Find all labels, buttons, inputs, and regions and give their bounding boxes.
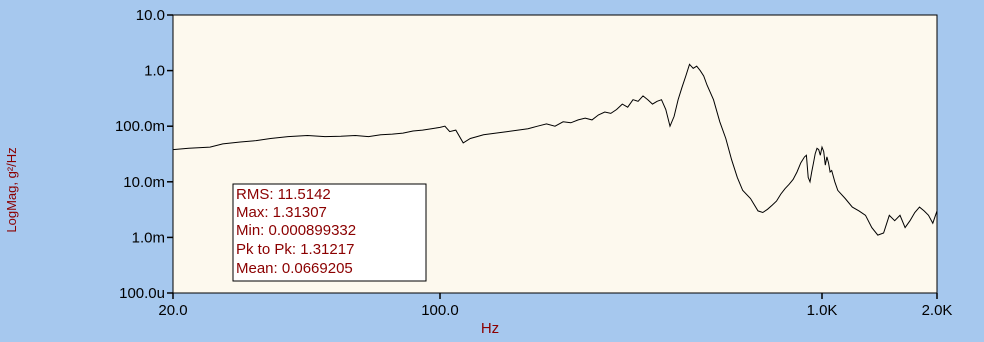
- stats-pk-to-pk: Pk to Pk: 1.31217: [236, 241, 354, 258]
- y-tick-label: 1.0m: [132, 229, 165, 246]
- x-tick-label: 100.0: [421, 302, 459, 319]
- y-tick-label: 100.0m: [115, 118, 165, 135]
- y-axis-label: LogMag, g²/Hz: [4, 147, 19, 232]
- stats-box: RMS: 11.5142 Max: 1.31307 Min: 0.0008993…: [232, 183, 427, 282]
- x-tick-label: 1.0K: [807, 302, 838, 319]
- y-tick-label: 100.0u: [119, 285, 165, 302]
- stats-box-frame: [232, 183, 427, 282]
- x-tick-label: 20.0: [158, 302, 187, 319]
- x-tick-label: 2.0K: [922, 302, 953, 319]
- x-axis: 20.0 100.0 1.0K 2.0K: [158, 293, 952, 319]
- x-axis-label: Hz: [481, 320, 499, 337]
- stats-rms: RMS: 11.5142: [236, 186, 331, 203]
- y-tick-label: 1.0: [144, 63, 165, 80]
- y-axis: 100.0u 1.0m 10.0m 100.0m 1.0 10.0: [115, 7, 173, 302]
- series-line: [172, 63, 938, 236]
- stats-mean: Mean: 0.0669205: [236, 260, 353, 277]
- stats-max: Max: 1.31307: [236, 204, 327, 221]
- y-tick-label: 10.0: [136, 7, 165, 24]
- y-tick-label: 10.0m: [123, 174, 165, 191]
- stats-min: Min: 0.000899332: [236, 222, 356, 239]
